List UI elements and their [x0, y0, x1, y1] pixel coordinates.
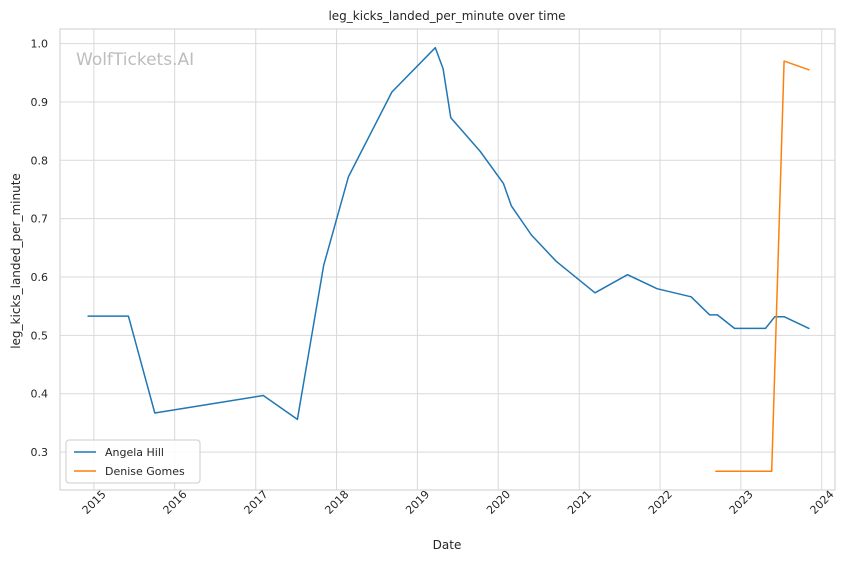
y-tick-label: 1.0 — [31, 38, 49, 51]
grid-lines — [60, 29, 835, 490]
y-tick-label: 0.8 — [31, 154, 49, 167]
plot-frame — [59, 28, 836, 491]
y-tick-label: 0.4 — [31, 388, 49, 401]
x-axis-title: Date — [433, 538, 462, 552]
y-tick-label: 0.3 — [31, 446, 49, 459]
y-tick-label: 0.5 — [31, 329, 49, 342]
series-lines — [87, 46, 810, 473]
series-line-1 — [715, 60, 810, 473]
y-tick-label: 0.9 — [31, 96, 49, 109]
legend: Angela Hill Denise Gomes — [65, 439, 201, 484]
legend-label: Denise Gomes — [105, 465, 185, 478]
y-axis-title: leg_kicks_landed_per_minute — [9, 173, 23, 349]
legend-box — [65, 439, 201, 484]
series-line-0 — [87, 46, 810, 421]
chart-title: leg_kicks_landed_per_minute over time — [328, 9, 565, 23]
watermark: WolfTickets.AI — [76, 50, 194, 70]
legend-label: Angela Hill — [105, 446, 164, 459]
y-tick-label: 0.6 — [31, 271, 49, 284]
y-tick-label: 0.7 — [31, 213, 49, 226]
y-axis-ticks: 0.3 0.4 0.5 0.6 0.7 0.8 0.9 1.0 — [31, 38, 49, 459]
plot-area: WolfTickets.AI — [59, 28, 836, 491]
